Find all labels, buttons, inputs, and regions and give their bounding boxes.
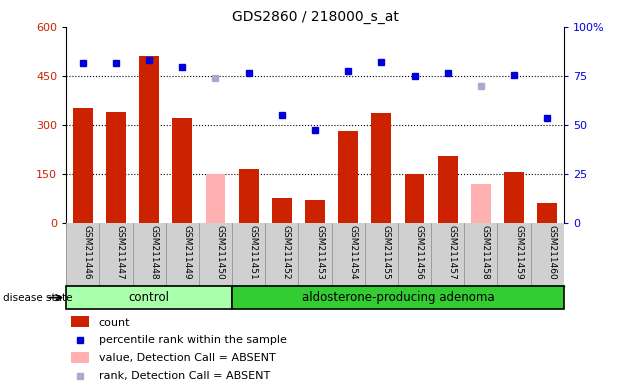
Bar — [272, 198, 292, 223]
Bar — [232, 286, 564, 309]
Title: GDS2860 / 218000_s_at: GDS2860 / 218000_s_at — [232, 10, 398, 25]
Text: GSM211450: GSM211450 — [215, 225, 224, 280]
Bar — [139, 56, 159, 223]
Bar — [71, 352, 89, 362]
Bar — [305, 200, 325, 223]
Text: GSM211458: GSM211458 — [481, 225, 490, 280]
Text: GSM211447: GSM211447 — [116, 225, 125, 279]
Bar — [173, 118, 192, 223]
Bar — [438, 156, 457, 223]
Text: GSM211454: GSM211454 — [348, 225, 357, 279]
Text: GSM211448: GSM211448 — [149, 225, 158, 279]
Text: disease state: disease state — [3, 293, 72, 303]
Text: value, Detection Call = ABSENT: value, Detection Call = ABSENT — [98, 353, 275, 363]
Text: GSM211449: GSM211449 — [182, 225, 192, 279]
Bar — [205, 174, 226, 223]
Text: percentile rank within the sample: percentile rank within the sample — [98, 336, 287, 346]
Bar — [537, 203, 557, 223]
Bar — [73, 109, 93, 223]
Bar — [404, 174, 425, 223]
Text: count: count — [98, 318, 130, 328]
Bar — [471, 184, 491, 223]
Bar — [239, 169, 258, 223]
Text: aldosterone-producing adenoma: aldosterone-producing adenoma — [302, 291, 495, 304]
Text: GSM211455: GSM211455 — [381, 225, 391, 280]
Text: GSM211451: GSM211451 — [249, 225, 258, 280]
Text: GSM211456: GSM211456 — [415, 225, 423, 280]
Text: GSM211452: GSM211452 — [282, 225, 291, 279]
Text: GSM211453: GSM211453 — [315, 225, 324, 280]
Bar — [372, 113, 391, 223]
Bar — [338, 131, 358, 223]
Text: GSM211459: GSM211459 — [514, 225, 523, 280]
Text: rank, Detection Call = ABSENT: rank, Detection Call = ABSENT — [98, 371, 270, 381]
Bar — [106, 112, 126, 223]
Text: GSM211457: GSM211457 — [448, 225, 457, 280]
Text: control: control — [129, 291, 169, 304]
Text: GSM211460: GSM211460 — [547, 225, 556, 280]
Text: GSM211446: GSM211446 — [83, 225, 92, 279]
Bar — [71, 316, 89, 327]
Bar — [504, 172, 524, 223]
Bar — [66, 286, 232, 309]
